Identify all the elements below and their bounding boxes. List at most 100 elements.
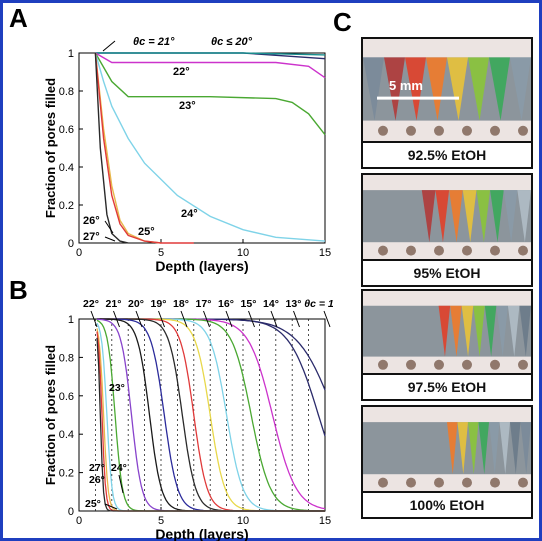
chart-a-annotation: 27° [83, 231, 100, 243]
chart-b-top-label: 22° [83, 298, 99, 310]
photo-color-wedge [507, 305, 520, 357]
photo-hole [434, 125, 444, 136]
photo-color-wedge [457, 422, 468, 475]
photo-hole [406, 125, 416, 136]
chart-a-series-line [94, 52, 129, 244]
photo-hole [378, 359, 388, 370]
photo-color-wedge [447, 57, 468, 121]
chart-a-x-tick-label: 15 [319, 247, 331, 259]
chart-b-label-arrow [104, 503, 118, 510]
chart-b-top-label: 15° [241, 298, 257, 310]
panel-label-c: C [333, 7, 352, 37]
photo-color-wedge [468, 422, 479, 475]
chart-b-top-label: 20° [128, 298, 144, 310]
photo-color-wedge [484, 305, 497, 357]
chart-b-inner-label: 23° [109, 382, 125, 394]
chart-a-annotation: 25° [138, 226, 155, 238]
photo-color-wedge [520, 422, 531, 475]
chart-b-inner-label: 27° [89, 462, 105, 474]
chart-a-annotation: θc = 21° [133, 36, 175, 48]
chart-b-plot-box [78, 318, 326, 512]
chart-a-annotation: 24° [181, 208, 198, 220]
photo-panel: 97.5% EtOH [361, 289, 533, 401]
chart-b-top-label: 19° [151, 298, 167, 310]
photo-hole [406, 477, 416, 488]
chart-a-x-tick-label: 10 [237, 247, 249, 259]
chart-a-annotation: 23° [179, 100, 196, 112]
chart-b-label-arrow [293, 310, 300, 328]
chart-b-inner-label: 24° [111, 462, 127, 474]
chart-b-y-tick-label: 0.2 [59, 468, 74, 480]
chart-b-top-label: 21° [106, 298, 122, 310]
photo-hole [490, 245, 500, 256]
chart-b-label-arrow [118, 474, 124, 494]
photo-caption: 92.5% EtOH [363, 141, 531, 167]
photo-hole [462, 245, 472, 256]
photo-panel: 95% EtOH [361, 173, 533, 287]
photo-panel: 100% EtOH [361, 405, 533, 519]
photo-image [363, 291, 531, 373]
chart-a-y-tick-label: 0.6 [59, 124, 74, 136]
photo-color-wedge [473, 305, 485, 357]
chart-b-label-arrow [113, 310, 120, 328]
photo-caption: 100% EtOH [363, 491, 531, 517]
chart-b-top-label: 13° [286, 298, 302, 310]
photo-image: 5 mm [363, 39, 531, 141]
photo-hole [434, 359, 444, 370]
chart-b-y-tick-label: 0.8 [59, 352, 74, 364]
chart-a-y-axis-label: Fraction of pores filled [43, 78, 58, 218]
chart-b: 0 5 10 15 0 0.2 0.4 0.6 0.8 1 Depth (layers) Fracti… [43, 298, 333, 541]
photo-color-wedge [384, 57, 405, 121]
photo-hole [462, 359, 472, 370]
photo-color-wedge [519, 305, 531, 357]
chart-b-top-label: 16° [218, 298, 234, 310]
chart-a-x-axis-label: Depth (layers) [155, 258, 248, 274]
photo-color-wedge [405, 57, 426, 121]
photo-hole [518, 125, 528, 136]
photo-color-wedge [426, 57, 447, 121]
chart-a-annotation-arrow [104, 220, 114, 234]
chart-b-y-tick-label: 0 [68, 506, 74, 518]
chart-a-annotation: θc ≤ 20° [211, 36, 253, 48]
photo-color-wedge [435, 190, 450, 243]
chart-b-top-label: 14° [263, 298, 279, 310]
photo-hole [490, 125, 500, 136]
chart-a-annotation-arrow [104, 236, 116, 242]
chart-b-x-tick-label: 10 [237, 515, 249, 527]
photo-color-wedge [499, 422, 510, 475]
photo-caption: 97.5% EtOH [363, 373, 531, 399]
chart-b-y-tick-label: 1 [68, 314, 74, 326]
chart-b-y-tick-label: 0.4 [59, 429, 74, 441]
photo-color-wedge [489, 57, 510, 121]
chart-b-x-tick-label: 15 [319, 515, 331, 527]
scale-bar-label: 5 mm [389, 78, 423, 93]
photo-hole [434, 477, 444, 488]
chart-a-y-tick-label: 0.2 [59, 200, 74, 212]
chart-a-annotation: 22° [173, 66, 190, 78]
photo-color-wedge [517, 190, 531, 243]
photo-hole [518, 477, 528, 488]
photo-hole [378, 245, 388, 256]
chart-b-y-axis-label: Fraction of pores filled [43, 345, 58, 485]
photo-hole [378, 125, 388, 136]
photo-hole [406, 245, 416, 256]
photo-hole [406, 359, 416, 370]
chart-b-label-arrow [248, 310, 255, 328]
panel-label-b: B [9, 275, 28, 305]
chart-a-y-tick-label: 0 [68, 238, 74, 250]
photo-color-wedge [363, 57, 384, 121]
photo-color-wedge [510, 422, 521, 475]
chart-a: 0 5 10 15 0 0.2 0.4 0.6 0.8 1 Depth (layers) Fracti… [43, 36, 331, 274]
photo-color-wedge [449, 190, 463, 243]
panel-label-a: A [9, 3, 28, 33]
chart-a-y-tick-label: 0.8 [59, 86, 74, 98]
photo-color-wedge [447, 422, 458, 475]
chart-b-top-label: 18° [173, 298, 189, 310]
chart-b-inner-label: 25° [85, 498, 101, 510]
photo-color-wedge [450, 305, 462, 357]
chart-a-annotation: 26° [83, 215, 100, 227]
photo-color-wedge [438, 305, 451, 357]
chart-b-x-tick-label: 5 [158, 515, 164, 527]
chart-b-label-arrow [225, 310, 233, 328]
chart-b-label-arrow [323, 310, 331, 328]
